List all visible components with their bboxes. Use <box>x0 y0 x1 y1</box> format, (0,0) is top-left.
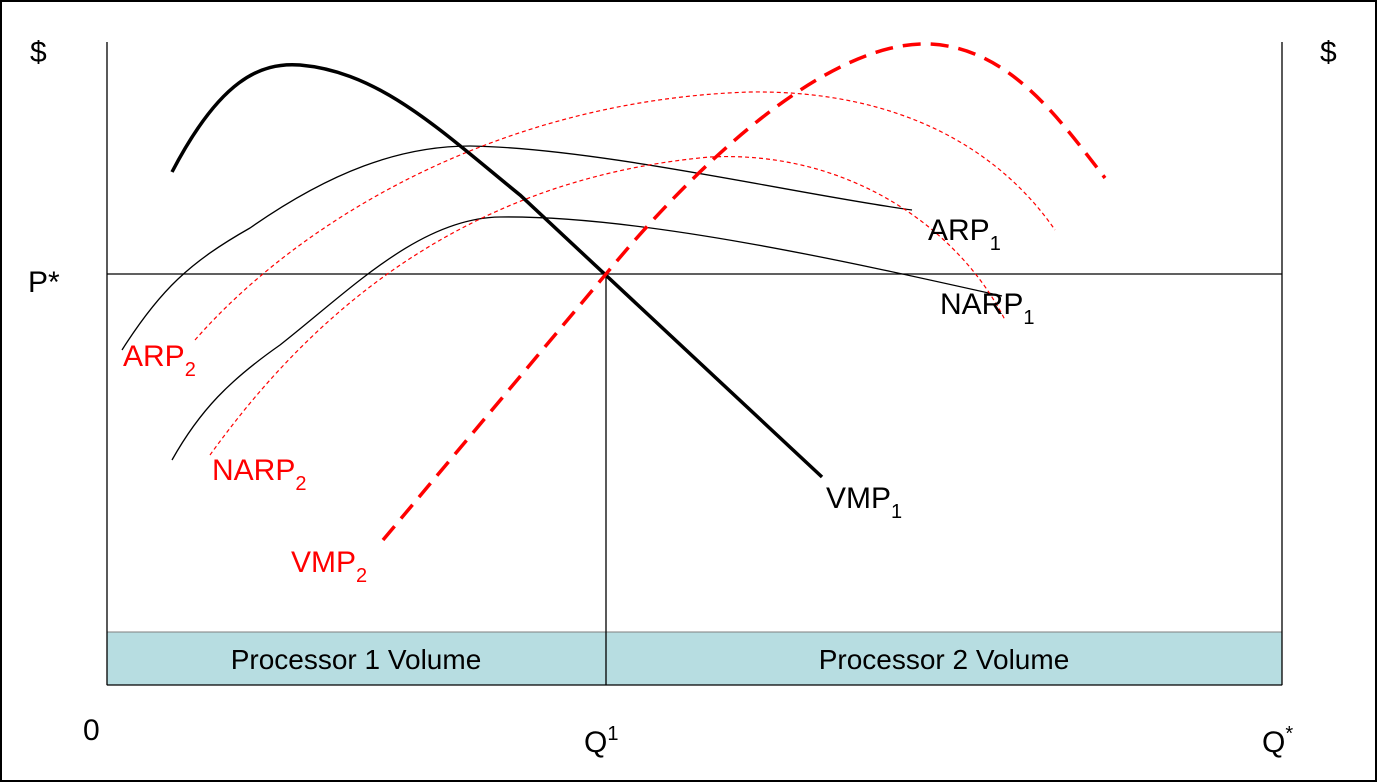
region-band <box>605 631 1283 686</box>
region-band <box>106 631 607 686</box>
curve-label: NARP2 <box>212 454 306 495</box>
q1-label: Q1 <box>584 723 618 759</box>
left-unit: $ <box>30 36 47 69</box>
label-sub: 2 <box>295 473 306 495</box>
curve-label: NARP1 <box>940 288 1034 329</box>
q1-sup: 1 <box>607 723 618 745</box>
curve-label: ARP1 <box>928 214 1001 255</box>
qstar-text: Q <box>1262 726 1285 759</box>
curve-label: VMP2 <box>291 546 367 587</box>
q1-text: Q <box>584 726 607 759</box>
label-text: ARP <box>928 214 990 247</box>
region-label: Processor 2 Volume <box>819 644 1070 675</box>
label-text: NARP <box>212 454 295 487</box>
region-label: Processor 1 Volume <box>231 644 482 675</box>
label-sub: 2 <box>356 565 367 587</box>
narp2-curve <box>209 155 1006 456</box>
right-unit: $ <box>1320 36 1337 69</box>
label-text: VMP <box>826 482 891 515</box>
price-label: P* <box>28 266 60 299</box>
label-sub: 1 <box>990 233 1001 255</box>
arp1-curve <box>121 145 913 351</box>
origin-label: 0 <box>83 714 100 747</box>
label-sub: 1 <box>1023 307 1034 329</box>
curve-label: VMP1 <box>826 482 902 523</box>
label-sub: 2 <box>185 359 196 381</box>
qstar-label: Q* <box>1262 723 1293 759</box>
label-text: VMP <box>291 546 356 579</box>
narp1-curve <box>171 216 1003 461</box>
label-sub: 1 <box>891 501 902 523</box>
curve-label: ARP2 <box>123 340 196 381</box>
arp2-curve <box>194 91 1056 341</box>
qstar-sup: * <box>1285 723 1293 745</box>
vmp1-curve <box>170 62 824 479</box>
vmp2-curve <box>381 42 1107 542</box>
label-text: NARP <box>940 288 1023 321</box>
label-text: ARP <box>123 340 185 373</box>
